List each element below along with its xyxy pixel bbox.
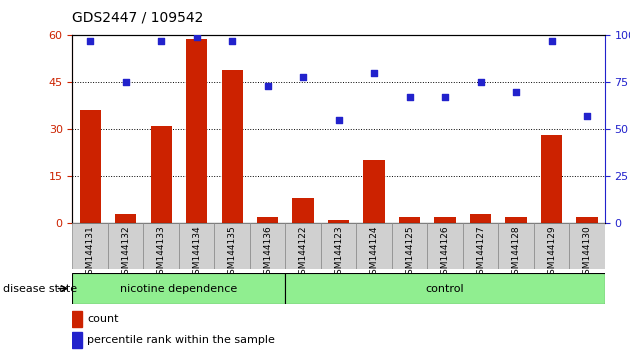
Text: disease state: disease state [3,284,77,293]
Text: GSM144136: GSM144136 [263,225,272,280]
Point [298,74,308,80]
Bar [72,332,82,348]
Bar [534,223,570,269]
Bar [108,223,144,269]
Text: GSM144124: GSM144124 [370,225,379,280]
Text: GSM144130: GSM144130 [583,225,592,280]
Bar [399,217,420,223]
Bar [357,223,392,269]
Point [511,89,521,95]
Point [263,83,273,89]
Bar [570,223,605,269]
Point [582,113,592,119]
Bar [151,126,172,223]
Bar [427,223,463,269]
Text: count: count [88,314,119,324]
Bar [179,223,214,269]
Bar [505,217,527,223]
Point [476,79,486,85]
Bar [144,223,179,269]
Text: GSM144135: GSM144135 [227,225,237,280]
Bar [222,70,243,223]
Text: GDS2447 / 109542: GDS2447 / 109542 [72,11,204,25]
Text: GSM144133: GSM144133 [157,225,166,280]
Bar [285,223,321,269]
Bar [79,110,101,223]
Bar [321,223,357,269]
Point [546,38,557,44]
Text: GSM144129: GSM144129 [547,225,556,280]
Text: GSM144131: GSM144131 [86,225,94,280]
Point [192,34,202,40]
Bar [576,217,598,223]
Point [440,95,450,100]
Bar [364,160,385,223]
Bar [541,136,562,223]
Point [85,38,95,44]
Bar [214,223,250,269]
Bar [435,217,455,223]
Point [404,95,415,100]
Bar [292,198,314,223]
Text: nicotine dependence: nicotine dependence [120,284,238,293]
Point [156,38,166,44]
Text: GSM144128: GSM144128 [512,225,520,280]
Text: GSM144123: GSM144123 [334,225,343,280]
Bar [285,273,605,304]
Bar [250,223,285,269]
Bar [470,214,491,223]
Bar [328,220,349,223]
Point [120,79,131,85]
Bar [186,39,207,223]
Text: GSM144125: GSM144125 [405,225,414,280]
Point [369,70,379,76]
Bar [72,223,108,269]
Point [227,38,237,44]
Point [333,117,343,123]
Text: control: control [426,284,464,293]
Text: GSM144134: GSM144134 [192,225,201,280]
Bar [115,214,136,223]
Bar [72,273,285,304]
Bar [498,223,534,269]
Text: percentile rank within the sample: percentile rank within the sample [88,335,275,345]
Bar [257,217,278,223]
Text: GSM144122: GSM144122 [299,225,307,280]
Text: GSM144132: GSM144132 [121,225,130,280]
Text: GSM144126: GSM144126 [440,225,450,280]
Bar [392,223,427,269]
Bar [463,223,498,269]
Text: GSM144127: GSM144127 [476,225,485,280]
Bar [72,311,82,327]
